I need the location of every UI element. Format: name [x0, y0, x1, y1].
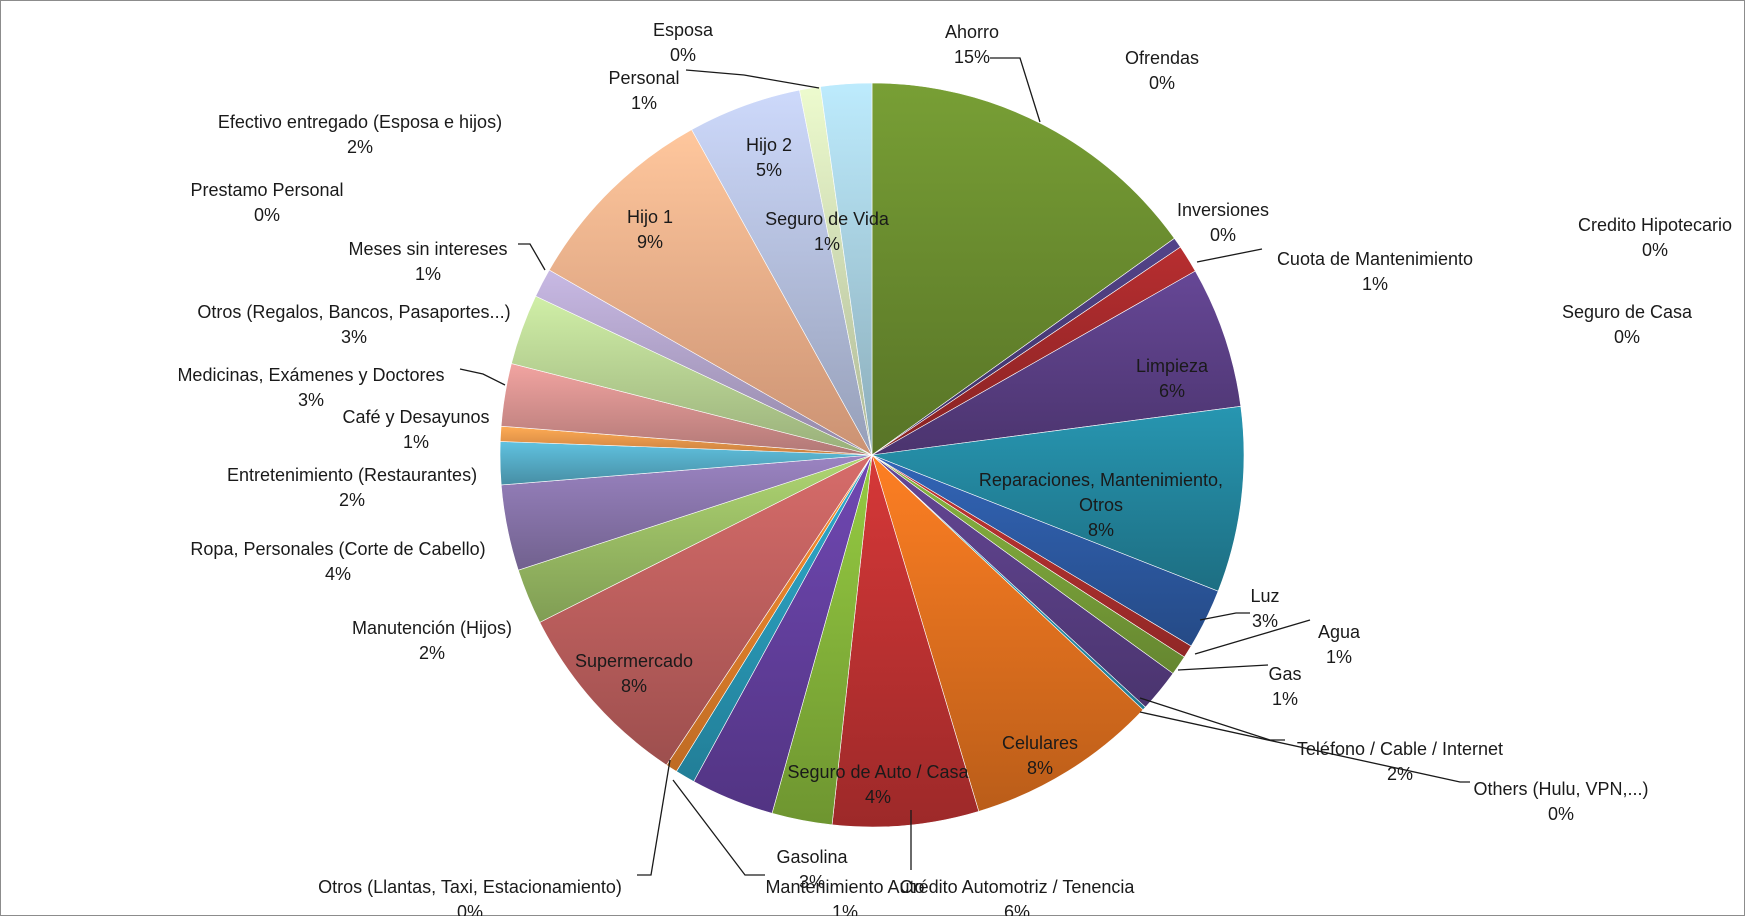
data-label-others-hulu-vpn: Others (Hulu, VPN,...) 0% — [1473, 779, 1648, 824]
data-label-personal: Personal 1% — [608, 68, 679, 113]
leader-line-ahorro — [990, 57, 1041, 123]
data-label-hijo-2: Hijo 2 5% — [746, 135, 792, 180]
data-label-otros-llantas-taxi-estacionamiento: Otros (Llantas, Taxi, Estacionamiento) 0% — [318, 877, 622, 916]
pie-slices — [499, 82, 1245, 828]
data-label-mantenimiento-auto: Mantenimiento Auto 1% — [765, 877, 924, 916]
data-label-seguro-de-vida: Seguro de Vida 1% — [765, 209, 890, 254]
leader-line-others-hulu-vpn — [1139, 711, 1470, 783]
leader-line-mantenimiento-auto — [672, 779, 765, 876]
pie-slice-ahorro — [871, 82, 1175, 456]
data-labels: Ahorro 15% Ofrendas 0% Inversiones 0%Cuota de… — [177, 20, 1732, 916]
data-label-luz: Luz 3% — [1250, 586, 1279, 631]
data-label-reparaciones-mantenimiento-otros: Reparaciones, Mantenimiento, Otros 8% — [979, 470, 1223, 540]
leader-line-medicinas-examenes-y-doctores — [459, 368, 506, 386]
data-label-ropa-personales-corte-de-cabello: Ropa, Personales (Corte de Cabello) 4% — [190, 539, 485, 584]
pie-slice-celulares — [871, 454, 1144, 812]
data-label-limpieza: Limpieza 6% — [1136, 356, 1209, 401]
data-label-credito-automotriz-tenencia: Crédito Automotriz / Tenencia 6% — [900, 877, 1136, 916]
data-label-seguro-de-casa: Seguro de Casa 0% — [1562, 302, 1693, 347]
leader-line-personal — [685, 69, 820, 89]
data-label-manutencion-hijos: Manutención (Hijos) 2% — [352, 618, 512, 663]
data-label-otros-regalos-bancos-pasaportes: Otros (Regalos, Bancos, Pasaportes...) 3% — [197, 302, 510, 347]
leader-line-cuota-de-mantenimiento — [1196, 248, 1263, 263]
leader-line-agua — [1194, 619, 1311, 655]
data-label-credito-hipotecario: Credito Hipotecario 0% — [1578, 215, 1732, 260]
data-label-entretenimiento-restaurantes: Entretenimiento (Restaurantes) 2% — [227, 465, 477, 510]
data-label-seguro-de-auto-casa: Seguro de Auto / Casa 4% — [787, 762, 969, 807]
data-label-agua: Agua 1% — [1318, 622, 1361, 667]
leader-line-otros-llantas-taxi-estacionamiento — [637, 759, 671, 876]
data-label-prestamo-personal: Prestamo Personal 0% — [190, 180, 343, 225]
leader-line-gas — [1177, 664, 1269, 671]
data-label-esposa: Esposa 0% — [653, 20, 714, 65]
data-label-cafe-y-desayunos: Café y Desayunos 1% — [342, 407, 489, 452]
data-label-ofrendas: Ofrendas 0% — [1125, 48, 1199, 93]
pie-slice-supermercado — [539, 454, 873, 766]
leader-line-meses-sin-intereses — [518, 243, 546, 271]
data-label-efectivo-entregado-esposa-e-hijos: Efectivo entregado (Esposa e hijos) 2% — [218, 112, 502, 157]
pie-slice-seguro-de-vida — [820, 82, 873, 456]
data-label-meses-sin-intereses: Meses sin intereses 1% — [348, 239, 507, 284]
data-label-supermercado: Supermercado 8% — [575, 651, 693, 696]
data-label-ahorro: Ahorro 15% — [945, 22, 999, 67]
data-label-celulares: Celulares 8% — [1002, 733, 1078, 778]
data-label-gas: Gas 1% — [1268, 664, 1301, 709]
pie-slice-credito-automotriz-tenencia — [831, 454, 980, 828]
pie-slice-hijo-1 — [548, 129, 873, 456]
data-label-cuota-de-mantenimiento: Cuota de Mantenimiento 1% — [1277, 249, 1473, 294]
data-label-hijo-1: Hijo 1 9% — [627, 207, 673, 252]
leader-lines — [459, 57, 1470, 876]
data-label-gasolina: Gasolina 3% — [776, 847, 848, 892]
leader-line-telefono-cable-internet — [1139, 697, 1285, 741]
leader-line-luz — [1199, 612, 1250, 621]
pie-slice-reparaciones-mantenimiento-otros — [870, 405, 1245, 592]
data-label-telefono-cable-internet: Teléfono / Cable / Internet 2% — [1297, 739, 1503, 784]
data-label-inversiones: Inversiones 0% — [1177, 200, 1269, 245]
data-label-medicinas-examenes-y-doctores: Medicinas, Exámenes y Doctores 3% — [177, 365, 444, 410]
pie-slice-limpieza — [871, 270, 1242, 456]
